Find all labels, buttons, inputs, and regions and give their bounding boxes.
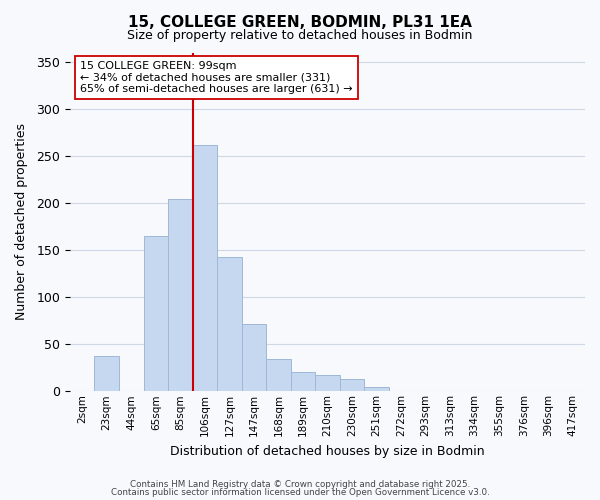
Bar xyxy=(290,372,315,392)
Text: Size of property relative to detached houses in Bodmin: Size of property relative to detached ho… xyxy=(127,29,473,42)
Y-axis label: Number of detached properties: Number of detached properties xyxy=(15,124,28,320)
Text: Contains public sector information licensed under the Open Government Licence v3: Contains public sector information licen… xyxy=(110,488,490,497)
Text: 15 COLLEGE GREEN: 99sqm
← 34% of detached houses are smaller (331)
65% of semi-d: 15 COLLEGE GREEN: 99sqm ← 34% of detache… xyxy=(80,61,353,94)
Text: Contains HM Land Registry data © Crown copyright and database right 2025.: Contains HM Land Registry data © Crown c… xyxy=(130,480,470,489)
Bar xyxy=(266,360,290,392)
Bar xyxy=(242,324,266,392)
Bar xyxy=(340,379,364,392)
X-axis label: Distribution of detached houses by size in Bodmin: Distribution of detached houses by size … xyxy=(170,444,485,458)
Bar xyxy=(143,236,168,392)
Text: 15, COLLEGE GREEN, BODMIN, PL31 1EA: 15, COLLEGE GREEN, BODMIN, PL31 1EA xyxy=(128,15,472,30)
Bar xyxy=(217,256,242,392)
Bar xyxy=(364,386,389,392)
Bar xyxy=(193,144,217,392)
Bar xyxy=(315,376,340,392)
Bar xyxy=(168,200,193,392)
Bar xyxy=(94,356,119,392)
